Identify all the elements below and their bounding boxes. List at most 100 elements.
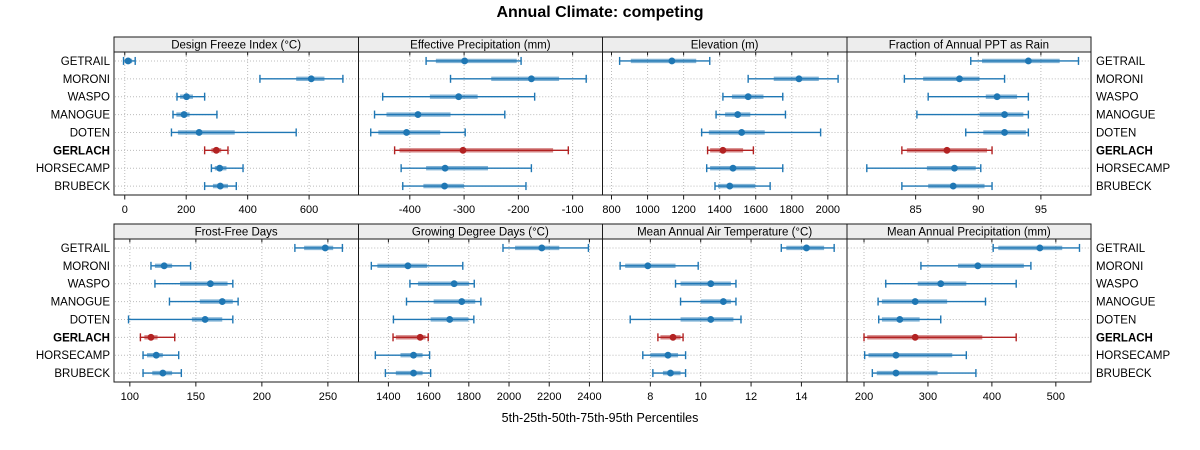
axis-tick-label: 600	[300, 204, 318, 216]
axis-tick-label: 95	[1035, 204, 1047, 216]
median-dot	[951, 164, 958, 172]
panel-body	[357, 238, 603, 383]
median-dot	[892, 351, 900, 359]
axis-tick-label: 400	[983, 391, 1001, 403]
iqr-band-25-75	[867, 335, 983, 340]
iqr-band-25-75	[399, 148, 554, 153]
axis-tick-label: -200	[507, 204, 529, 216]
panel-body	[846, 51, 1092, 196]
median-dot	[159, 369, 167, 377]
iqr-band-25-75	[710, 148, 744, 153]
median-dot	[216, 182, 224, 190]
axis-tick-label: 100	[121, 391, 139, 403]
iqr-band-25-75	[429, 94, 478, 99]
panel-body	[602, 51, 848, 196]
site-label-left: WASPO	[68, 279, 110, 291]
median-dot	[956, 75, 963, 83]
axis-tick-label: 1400	[707, 204, 731, 216]
median-dot	[892, 369, 900, 377]
median-dot	[734, 111, 742, 118]
median-dot	[527, 75, 535, 83]
axis-tick-label: 1200	[671, 204, 695, 216]
median-dot	[668, 57, 676, 65]
panel-title: Mean Annual Precipitation (mm)	[887, 227, 1051, 239]
panel-title: Frost-Free Days	[195, 227, 278, 239]
median-dot	[152, 351, 160, 359]
median-dot	[911, 333, 919, 341]
axis-tick-label: 1800	[457, 391, 481, 403]
iqr-band-25-75	[433, 299, 476, 304]
iqr-band-25-75	[680, 317, 734, 322]
axis-tick-label: 200	[855, 391, 873, 403]
axis-tick-label: 12	[745, 391, 757, 403]
median-dot	[180, 111, 188, 118]
median-dot	[1024, 57, 1032, 65]
median-dot	[707, 316, 715, 323]
iqr-band-25-75	[982, 58, 1060, 64]
median-dot	[538, 244, 546, 252]
iqr-band-25-75	[700, 299, 731, 304]
site-label-left: BRUBECK	[54, 181, 110, 193]
iqr-band-25-75	[650, 352, 679, 358]
iqr-band-25-75	[630, 58, 697, 64]
median-dot	[719, 298, 727, 305]
axis-tick-label: 1400	[376, 391, 400, 403]
site-label-right: BRUBECK	[1096, 368, 1152, 380]
iqr-band-25-75	[876, 370, 938, 376]
axis-tick-label: 0	[122, 204, 128, 216]
site-label-left: WASPO	[68, 92, 110, 104]
median-dot	[321, 244, 329, 252]
panel-title: Growing Degree Days (°C)	[412, 227, 549, 239]
median-dot	[795, 75, 803, 83]
median-dot	[707, 280, 715, 288]
site-label-right: MANOGUE	[1096, 110, 1156, 122]
axis-tick-label: 200	[253, 391, 271, 403]
median-dot	[307, 75, 315, 83]
median-dot	[455, 93, 463, 101]
axis-tick-label: 1600	[743, 204, 767, 216]
iqr-band-25-75	[680, 281, 731, 286]
median-dot	[459, 146, 467, 154]
axis-tick-label: 1600	[416, 391, 440, 403]
median-dot	[416, 333, 424, 341]
site-label-right: HORSECAMP	[1096, 163, 1170, 175]
site-label-right: DOTEN	[1096, 314, 1136, 326]
median-dot	[911, 298, 919, 305]
site-label-right: MORONI	[1096, 261, 1143, 273]
site-label-left: DOTEN	[70, 314, 110, 326]
axis-tick-label: 8	[647, 391, 653, 403]
chart-title: Annual Climate: competing	[496, 4, 704, 21]
median-dot	[147, 333, 155, 341]
median-dot	[664, 351, 672, 359]
panel-title: Fraction of Annual PPT as Rain	[889, 40, 1049, 52]
site-label-right: DOTEN	[1096, 127, 1136, 139]
median-dot	[896, 316, 904, 323]
median-dot	[414, 111, 422, 118]
axis-tick-label: 400	[238, 204, 256, 216]
median-dot	[669, 333, 677, 341]
panel-header	[846, 223, 1092, 240]
axis-tick-label: -100	[562, 204, 584, 216]
median-dot	[404, 262, 412, 270]
site-label-right: MANOGUE	[1096, 297, 1156, 309]
iqr-band-25-75	[435, 58, 517, 64]
axis-tick-label: -400	[399, 204, 421, 216]
median-dot	[450, 280, 458, 288]
iqr-band-25-75	[377, 263, 428, 269]
site-label-left: HORSECAMP	[36, 350, 110, 362]
axis-tick-label: 200	[177, 204, 195, 216]
site-label-left: MORONI	[63, 74, 110, 86]
median-dot	[803, 244, 810, 252]
iqr-band-25-75	[718, 183, 756, 189]
iqr-band-25-75	[395, 335, 426, 340]
site-label-right: WASPO	[1096, 279, 1138, 291]
axis-tick-label: 1000	[635, 204, 659, 216]
iqr-band-25-75	[199, 299, 233, 304]
axis-tick-label: 2000	[497, 391, 521, 403]
axis-tick-label: 1800	[780, 204, 804, 216]
median-dot	[183, 93, 190, 101]
iqr-band-25-75	[426, 165, 488, 171]
site-label-left: MANOGUE	[51, 297, 111, 309]
